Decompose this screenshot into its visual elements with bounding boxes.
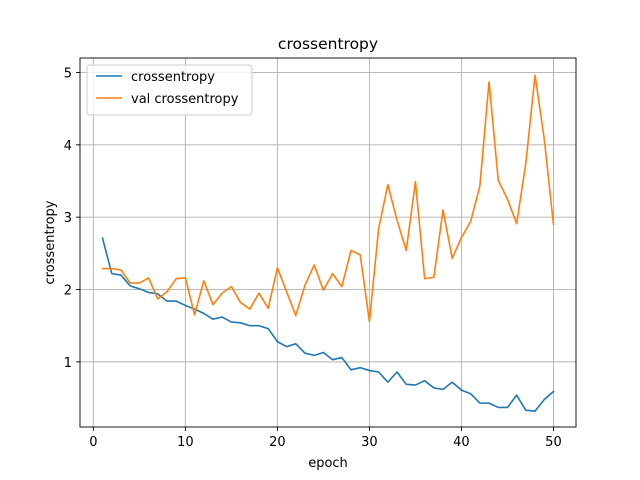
legend: crossentropy val crossentropy: [86, 64, 253, 116]
plot-frame: [79, 57, 577, 428]
y-tick-label: 3: [64, 211, 72, 226]
x-tick-label: 30: [361, 435, 378, 450]
chart-title: crossentropy: [278, 35, 378, 53]
series-line-val-crossentropy: [101, 74, 555, 323]
series-line-crossentropy: [101, 237, 555, 412]
y-tick-label: 1: [64, 356, 72, 371]
y-tick-label: 5: [64, 66, 72, 81]
x-tick-label: 40: [453, 435, 470, 450]
plot-series: [101, 74, 555, 412]
x-tick-label: 0: [89, 435, 97, 450]
y-tick-label: 2: [64, 284, 72, 299]
x-tick-label: 20: [269, 435, 286, 450]
y-tick-label: 4: [64, 139, 72, 154]
x-tick-label: 50: [545, 435, 562, 450]
x-axis-label: epoch: [308, 456, 348, 471]
x-tick-label: 10: [177, 435, 194, 450]
legend-label-val-crossentropy: val crossentropy: [131, 92, 239, 107]
axis-ticks: 0 10 20 30 40 50 1 2 3 4 5: [64, 66, 562, 450]
y-axis-label: crossentropy: [43, 200, 58, 284]
legend-label-crossentropy: crossentropy: [131, 70, 215, 85]
legend-box: [86, 64, 253, 116]
